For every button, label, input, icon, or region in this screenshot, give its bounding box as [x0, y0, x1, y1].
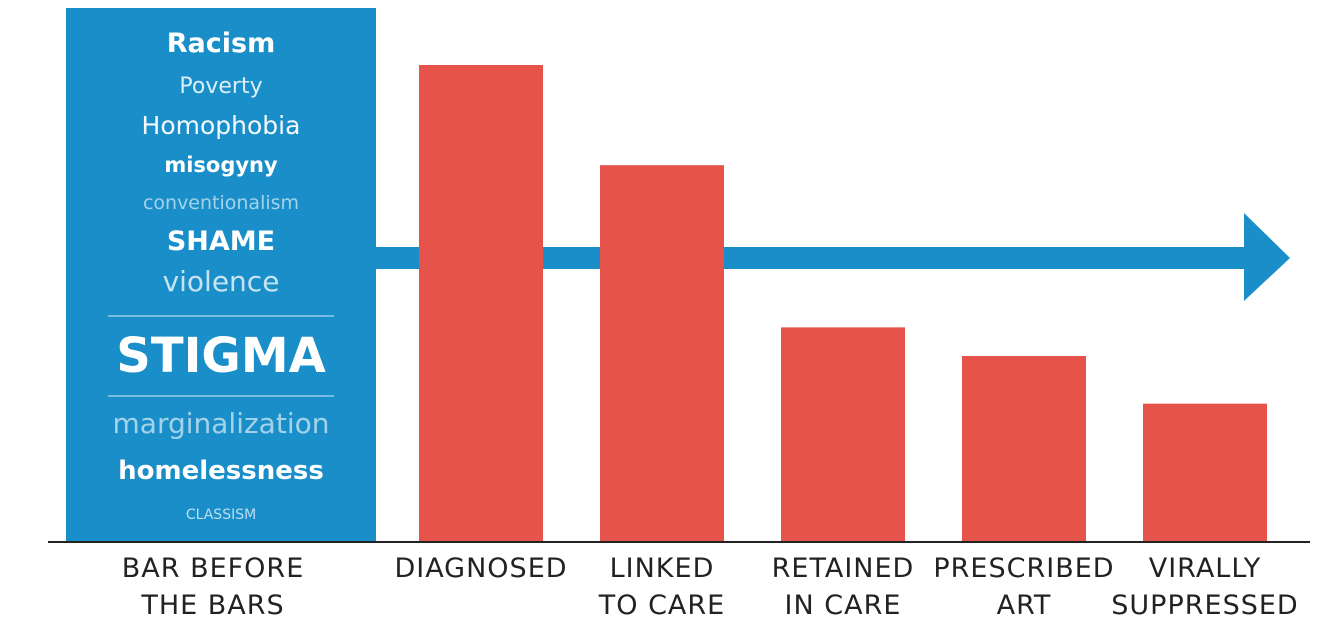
label-bar-before-the-bars: BAR BEFORE THE BARS	[122, 553, 305, 620]
stigma-word-shame: SHAME	[167, 226, 275, 257]
stigma-word-marginalization: marginalization	[113, 407, 330, 440]
label-diagnosed: DIAGNOSED	[394, 553, 567, 584]
label-linked-to-care: LINKED TO CARE	[598, 553, 725, 620]
stigma-word-stigma: STIGMA	[116, 328, 325, 384]
stigma-word-classism: CLASSISM	[186, 507, 256, 523]
bar-virally-suppressed	[1143, 403, 1267, 542]
bars-group	[419, 65, 1267, 543]
arrow-shaft	[370, 247, 1250, 269]
bar-diagnosed	[419, 65, 543, 542]
bar-before-the-bars	[66, 8, 376, 542]
label-virally-suppressed: VIRALLY SUPPRESSED	[1111, 553, 1298, 620]
arrow-head	[1244, 213, 1290, 301]
stigma-word-homophobia: Homophobia	[142, 111, 301, 140]
stigma-arrow	[370, 213, 1290, 301]
bar-retained-in-care	[781, 327, 905, 542]
bar-prescribed-art	[962, 355, 1086, 542]
stigma-word-homelessness: homelessness	[118, 456, 324, 486]
stigma-word-poverty: Poverty	[179, 74, 262, 99]
stigma-word-racism: Racism	[167, 28, 275, 59]
label-prescribed-art: PRESCRIBED ART	[933, 553, 1114, 620]
bar-linked-to-care	[600, 165, 724, 543]
stigma-word-misogyny: misogyny	[164, 153, 278, 177]
stigma-words: Racism Poverty Homophobia misogyny conventio…	[108, 28, 334, 523]
bar-before-the-bars-rect	[66, 8, 376, 542]
stigma-word-conventionalism: conventionalism	[143, 192, 299, 214]
stigma-word-violence: violence	[163, 265, 280, 298]
category-labels: BAR BEFORE THE BARS DIAGNOSED LINKED TO CARE…	[122, 553, 1298, 620]
label-retained-in-care: RETAINED IN CARE	[772, 553, 915, 620]
